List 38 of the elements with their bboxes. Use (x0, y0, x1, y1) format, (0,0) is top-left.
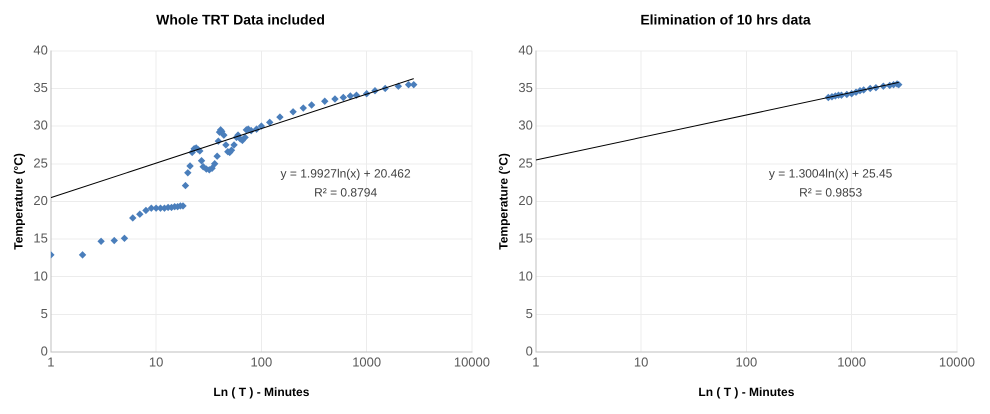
y-tick-label: 35 (33, 80, 48, 96)
chart-title: Elimination of 10 hrs data (640, 11, 811, 28)
y-tick-label: 25 (518, 155, 533, 170)
y-tick-label: 15 (518, 230, 533, 246)
y-axis-title: Temperature (°C) (496, 153, 511, 250)
annotation: R² = 0.8794 (314, 185, 378, 200)
x-tick-label: 10 (148, 354, 164, 370)
y-tick-label: 5 (40, 306, 48, 321)
y-tick-label: 30 (33, 118, 48, 133)
y-tick-label: 10 (33, 268, 48, 284)
x-tick-label: 10000 (938, 354, 976, 370)
x-axis-title: Ln ( T ) - Minutes (213, 385, 310, 400)
y-tick-label: 15 (33, 230, 48, 246)
y-tick-label: 40 (33, 42, 48, 58)
x-axis-title: Ln ( T ) - Minutes (698, 385, 795, 400)
x-tick-label: 10000 (454, 354, 490, 370)
y-tick-label: 0 (526, 344, 533, 359)
x-tick-label: 1 (532, 354, 540, 370)
x-tick-label: 100 (736, 354, 758, 370)
y-tick-label: 35 (518, 80, 533, 96)
chart-title: Whole TRT Data included (156, 11, 325, 28)
annotation: R² = 0.9853 (799, 185, 862, 200)
x-tick-label: 1 (47, 354, 54, 370)
y-tick-label: 5 (526, 306, 533, 321)
y-tick-label: 40 (518, 42, 533, 58)
annotation: y = 1.9927ln(x) + 20.462 (280, 166, 411, 180)
x-tick-label: 100 (250, 354, 272, 370)
y-tick-label: 10 (518, 268, 533, 284)
x-tick-label: 1000 (837, 354, 866, 370)
x-tick-label: 10 (634, 354, 648, 370)
annotation: y = 1.3004ln(x) + 25.45 (768, 166, 893, 180)
y-tick-label: 20 (518, 192, 533, 208)
y-tick-label: 25 (33, 155, 48, 170)
y-tick-label: 20 (33, 192, 48, 208)
x-tick-label: 1000 (352, 354, 382, 370)
y-axis-title: Temperature (°C) (12, 153, 26, 250)
y-tick-label: 0 (40, 344, 48, 359)
y-tick-label: 30 (518, 118, 533, 133)
